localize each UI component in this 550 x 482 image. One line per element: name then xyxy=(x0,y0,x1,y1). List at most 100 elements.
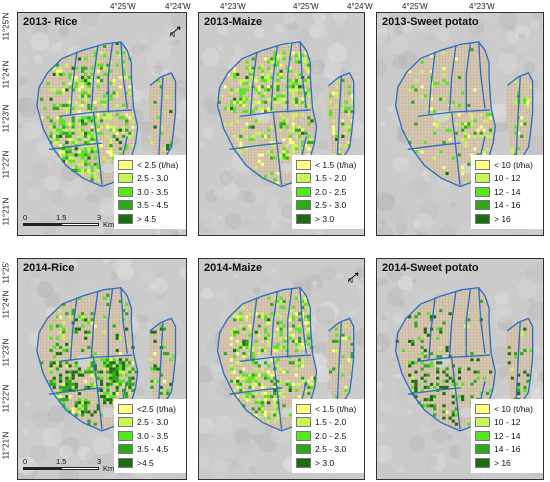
scale-unit: Km xyxy=(103,220,115,229)
scale-bar-segment xyxy=(23,467,61,470)
north-arrow-icon: N xyxy=(346,269,360,287)
legend-swatch xyxy=(296,444,311,455)
legend-label: 2.5 - 3.0 xyxy=(315,444,347,455)
legend-label: 1.5 - 2.0 xyxy=(315,173,347,184)
legend-entry: > 3.0 xyxy=(296,212,360,226)
legend-entry: 2.5 - 3.0 xyxy=(296,199,360,213)
legend-entry: < 10 (t/ha) xyxy=(475,158,539,172)
legend-entry: 2.5 - 3.0 xyxy=(296,443,360,457)
legend-swatch xyxy=(296,417,311,428)
yield-legend: < 10 (t/ha) 10 - 12 12 - 14 14 - 16 > 16 xyxy=(471,155,543,229)
legend-entry: 3.0 - 3.5 xyxy=(118,429,182,443)
legend-swatch xyxy=(475,403,490,414)
legend-label: 3.5 - 4.5 xyxy=(137,200,169,211)
legend-label: 3.5 - 4.5 xyxy=(137,444,169,455)
legend-entry: 3.5 - 4.5 xyxy=(118,199,182,213)
longitude-label-6: 4°25'W xyxy=(402,2,428,11)
legend-label: 2.5 - 3.0 xyxy=(137,173,169,184)
legend-entry: 12 - 14 xyxy=(475,429,539,443)
legend-entry: 10 - 12 xyxy=(475,416,539,430)
scale-unit: Km xyxy=(103,464,115,473)
north-arrow-icon: N xyxy=(168,23,182,41)
irrigation-canals xyxy=(394,286,534,432)
latitude-label-6: 11°25' xyxy=(1,261,11,284)
yield-patches xyxy=(395,299,533,426)
legend-entry: < 1.5 (t/ha) xyxy=(296,402,360,416)
legend-label: < 1.5 (t/ha) xyxy=(315,403,357,414)
longitude-label-2: 4°24'W xyxy=(165,2,191,11)
legend-entry: 1.5 - 2.0 xyxy=(296,172,360,186)
legend-swatch xyxy=(118,159,133,170)
latitude-label-9: 11°22'N xyxy=(1,384,11,413)
longitude-label-4: 4°25'W xyxy=(293,2,319,11)
legend-label: 14 - 16 xyxy=(494,200,521,211)
legend-swatch xyxy=(118,213,133,224)
scale-label: 3 xyxy=(97,213,102,222)
legend-entry: >4.5 xyxy=(118,456,182,470)
latitude-label-10: 11°21'N xyxy=(1,431,11,460)
legend-label: > 3.0 xyxy=(315,457,335,468)
legend-swatch xyxy=(296,159,311,170)
map-panel-2014-maize: 2014-Maize N < 1.5 (t/ha) 1.5 - 2.0 2.0 - 2.… xyxy=(198,258,365,480)
legend-label: > 16 xyxy=(494,213,511,224)
panel-title: 2013-Sweet potato xyxy=(382,16,479,28)
north-label: N xyxy=(348,278,354,285)
yield-legend: < 10 (t/ha) 10 - 12 12 - 14 14 - 16 > 16 xyxy=(471,399,543,473)
map-svg xyxy=(18,259,186,479)
legend-entry: 3.0 - 3.5 xyxy=(118,185,182,199)
legend-label: 2.0 - 2.5 xyxy=(315,186,347,197)
legend-swatch xyxy=(475,213,490,224)
legend-entry: > 16 xyxy=(475,212,539,226)
legend-label: 1.5 - 2.0 xyxy=(315,417,347,428)
legend-entry: 2.0 - 2.5 xyxy=(296,185,360,199)
yield-legend: < 2.5 (t/ha) 2.5 - 3.0 3.0 - 3.5 3.5 - 4.5 >… xyxy=(114,155,186,229)
scale-bar-segment xyxy=(61,223,99,226)
legend-entry: 2.5 - 3.0 xyxy=(118,416,182,430)
map-svg xyxy=(18,13,186,235)
map-panel-2013-sweet-potato: 2013-Sweet potato < 10 (t/ha) 10 - 12 12 - … xyxy=(376,12,544,236)
legend-entry: < 10 (t/ha) xyxy=(475,402,539,416)
legend-swatch xyxy=(475,186,490,197)
scale-label: 0 xyxy=(23,213,28,222)
yield-patches xyxy=(408,48,533,185)
legend-label: 3.0 - 3.5 xyxy=(137,430,169,441)
map-panel-2014-sweet-potato: 2014-Sweet potato < 10 (t/ha) 10 - 12 12 - … xyxy=(376,258,544,480)
legend-label: 10 - 12 xyxy=(494,173,521,184)
legend-label: > 3.0 xyxy=(315,213,335,224)
legend-swatch xyxy=(118,186,133,197)
legend-label: 10 - 12 xyxy=(494,417,521,428)
irrigation-canals xyxy=(36,286,177,432)
scale-bar: 0 1.5 3 Km xyxy=(23,457,123,473)
legend-swatch xyxy=(296,173,311,184)
scale-bar-segment xyxy=(23,223,61,226)
legend-label: < 2.5 (t/ha) xyxy=(137,159,179,170)
yield-patches xyxy=(217,41,354,185)
panel-title: 2013- Rice xyxy=(23,16,78,28)
map-panel-2013-maize: 2013-Maize < 1.5 (t/ha) 1.5 - 2.0 2.0 - 2.5… xyxy=(198,12,365,236)
legend-label: 2.0 - 2.5 xyxy=(315,430,347,441)
latitude-label-2: 11°24'N xyxy=(1,60,11,89)
legend-swatch xyxy=(296,186,311,197)
irrigation-canals xyxy=(36,41,177,188)
legend-label: 2.5 - 3.0 xyxy=(137,417,169,428)
legend-swatch xyxy=(475,159,490,170)
legend-label: < 10 (t/ha) xyxy=(494,403,533,414)
north-label: N xyxy=(170,32,176,39)
legend-label: < 1.5 (t/ha) xyxy=(315,159,357,170)
legend-swatch xyxy=(475,173,490,184)
legend-swatch xyxy=(118,444,133,455)
latitude-label-3: 11°23'N xyxy=(1,104,11,133)
legend-label: 12 - 14 xyxy=(494,186,521,197)
legend-entry: 14 - 16 xyxy=(475,199,539,213)
scale-label: 1.5 xyxy=(56,457,67,466)
legend-label: <2.5 (t/ha) xyxy=(137,403,176,414)
yield-patches xyxy=(40,293,176,426)
map-svg xyxy=(377,13,543,235)
scale-bar-segment xyxy=(61,467,99,470)
legend-label: > 16 xyxy=(494,457,511,468)
legend-label: < 10 (t/ha) xyxy=(494,159,533,170)
latitude-label-1: 11°25'N xyxy=(1,12,11,41)
legend-label: > 4.5 xyxy=(137,213,157,224)
legend-swatch xyxy=(475,200,490,211)
legend-entry: > 16 xyxy=(475,456,539,470)
